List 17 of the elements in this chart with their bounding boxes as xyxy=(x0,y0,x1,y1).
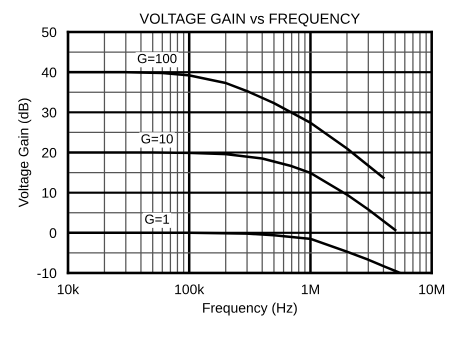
y-tick-label: 0 xyxy=(50,228,56,238)
x-tick-label: 10k xyxy=(58,284,80,294)
y-tick-label: -10 xyxy=(37,268,56,278)
x-axis-title: Frequency (Hz) xyxy=(203,302,297,316)
x-tick-label: 1M xyxy=(302,284,319,294)
y-tick-label: 50 xyxy=(42,27,56,38)
series-label: G=1 xyxy=(145,214,170,224)
y-tick-label: 20 xyxy=(42,148,56,158)
series-label: G=100 xyxy=(138,54,177,64)
y-tick-label: 40 xyxy=(42,68,56,78)
y-tick-label: 10 xyxy=(42,188,56,198)
x-tick-label: 100k xyxy=(175,284,204,294)
x-tick-label: 10M xyxy=(419,284,444,294)
chart-title: VOLTAGE GAIN vs FREQUENCY xyxy=(140,14,360,26)
series-label: G=10 xyxy=(141,134,173,144)
y-tick-label: 30 xyxy=(42,108,56,118)
y-axis-title: Voltage Gain (dB) xyxy=(18,98,32,208)
